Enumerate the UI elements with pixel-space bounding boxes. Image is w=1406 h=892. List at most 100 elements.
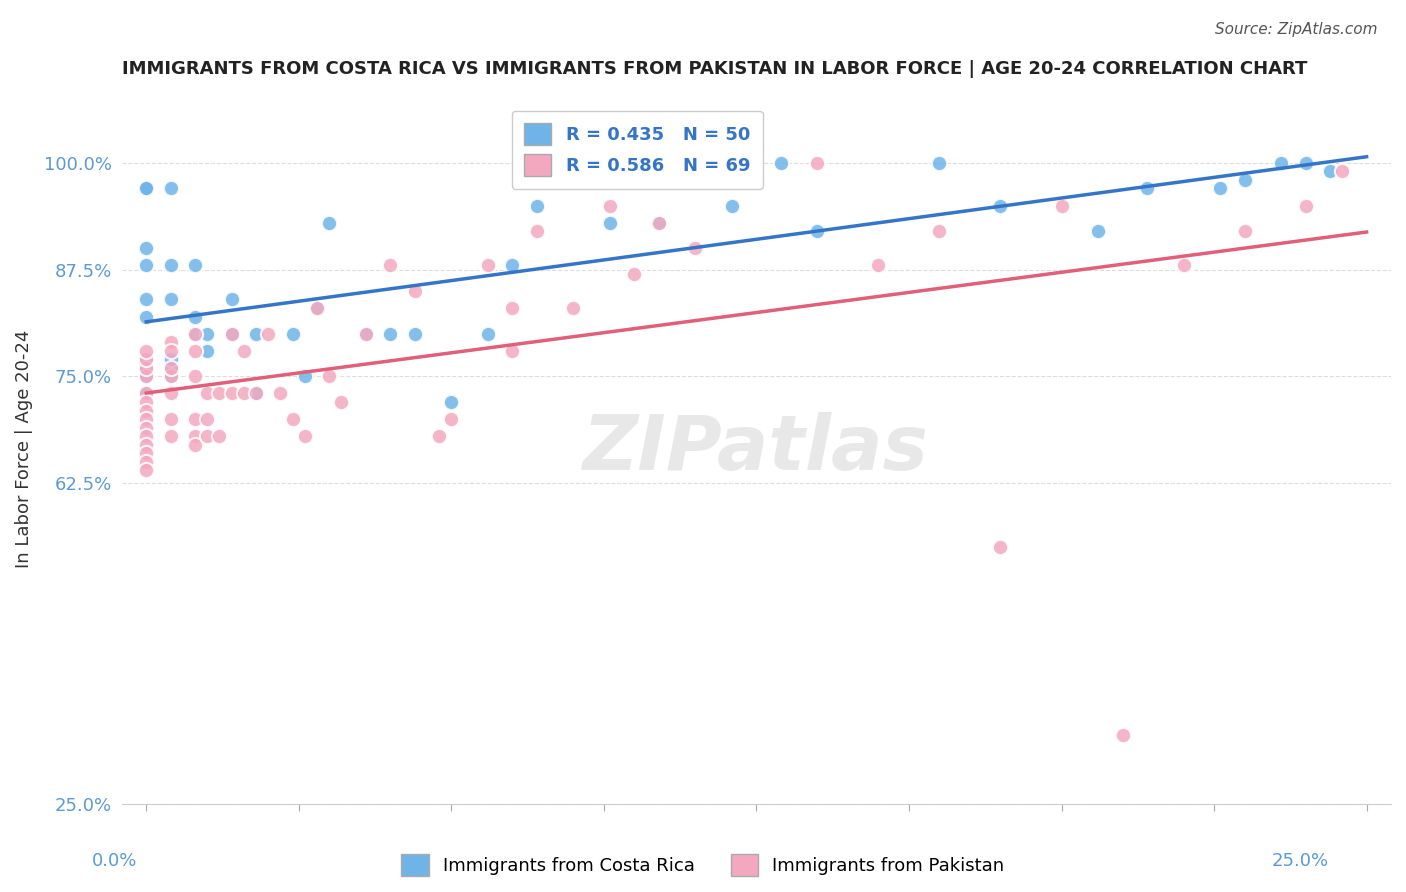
Point [135, 386, 157, 401]
Point [294, 369, 316, 384]
Point [184, 326, 207, 341]
Point [1319, 164, 1341, 178]
Point [159, 412, 181, 426]
Point [1087, 224, 1109, 238]
Point [159, 386, 181, 401]
Point [135, 429, 157, 443]
Point [990, 541, 1012, 555]
Point [195, 429, 218, 443]
Text: ZIPatlas: ZIPatlas [583, 412, 929, 486]
Point [427, 429, 450, 443]
Point [354, 326, 377, 341]
Point [245, 326, 267, 341]
Point [501, 343, 523, 358]
Point [221, 326, 243, 341]
Point [1173, 258, 1195, 272]
Point [318, 216, 340, 230]
Point [245, 386, 267, 401]
Point [135, 181, 157, 195]
Text: 25.0%: 25.0% [1271, 852, 1329, 870]
Point [354, 326, 377, 341]
Point [184, 438, 207, 452]
Point [1136, 181, 1159, 195]
Point [281, 326, 304, 341]
Point [648, 216, 671, 230]
Point [159, 429, 181, 443]
Point [1111, 728, 1133, 742]
Point [330, 395, 353, 409]
Point [380, 326, 402, 341]
Point [221, 293, 243, 307]
Point [745, 173, 768, 187]
Point [195, 326, 218, 341]
Point [135, 352, 157, 367]
Point [135, 241, 157, 255]
Point [159, 352, 181, 367]
Point [135, 455, 157, 469]
Point [685, 241, 707, 255]
Point [806, 224, 828, 238]
Y-axis label: In Labor Force | Age 20-24: In Labor Force | Age 20-24 [15, 330, 32, 568]
Point [721, 198, 744, 212]
Legend: R = 0.435   N = 50, R = 0.586   N = 69: R = 0.435 N = 50, R = 0.586 N = 69 [512, 111, 763, 189]
Point [404, 326, 426, 341]
Point [257, 326, 280, 341]
Point [221, 326, 243, 341]
Point [159, 343, 181, 358]
Text: Source: ZipAtlas.com: Source: ZipAtlas.com [1215, 22, 1378, 37]
Point [232, 343, 254, 358]
Point [135, 420, 157, 434]
Point [208, 386, 231, 401]
Point [184, 258, 207, 272]
Point [135, 293, 157, 307]
Point [184, 343, 207, 358]
Point [501, 258, 523, 272]
Point [135, 369, 157, 384]
Point [562, 301, 585, 315]
Point [928, 155, 950, 169]
Point [135, 403, 157, 417]
Point [184, 326, 207, 341]
Point [208, 429, 231, 443]
Point [1331, 164, 1354, 178]
Point [135, 395, 157, 409]
Point [135, 258, 157, 272]
Point [159, 293, 181, 307]
Point [159, 360, 181, 375]
Point [269, 386, 291, 401]
Point [477, 326, 499, 341]
Point [135, 438, 157, 452]
Point [318, 369, 340, 384]
Point [440, 395, 463, 409]
Point [195, 343, 218, 358]
Point [184, 369, 207, 384]
Point [135, 369, 157, 384]
Point [1050, 198, 1073, 212]
Text: 0.0%: 0.0% [91, 852, 136, 870]
Point [928, 224, 950, 238]
Point [135, 412, 157, 426]
Point [769, 155, 792, 169]
Point [1295, 155, 1317, 169]
Point [135, 360, 157, 375]
Point [380, 258, 402, 272]
Point [135, 181, 157, 195]
Point [648, 216, 671, 230]
Point [1295, 198, 1317, 212]
Point [159, 181, 181, 195]
Point [245, 386, 267, 401]
Point [599, 198, 621, 212]
Point [440, 412, 463, 426]
Text: IMMIGRANTS FROM COSTA RICA VS IMMIGRANTS FROM PAKISTAN IN LABOR FORCE | AGE 20-2: IMMIGRANTS FROM COSTA RICA VS IMMIGRANTS… [122, 60, 1308, 78]
Point [159, 335, 181, 350]
Point [135, 463, 157, 477]
Point [195, 386, 218, 401]
Point [1233, 173, 1256, 187]
Point [294, 429, 316, 443]
Point [868, 258, 890, 272]
Point [281, 412, 304, 426]
Point [159, 369, 181, 384]
Point [159, 258, 181, 272]
Point [307, 301, 329, 315]
Point [135, 360, 157, 375]
